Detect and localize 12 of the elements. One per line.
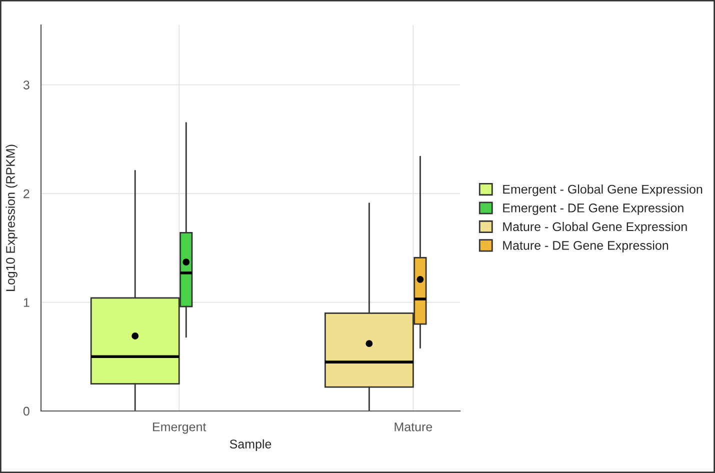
y-tick-label: 1 [24, 298, 30, 307]
y-tick-label: 0 [23, 406, 30, 416]
legend-label: Mature - Global Gene Expression [503, 222, 687, 234]
x-tick-label: Emergent [153, 422, 206, 434]
legend-label: Emergent - Global Gene Expression [503, 184, 702, 196]
x-tick-label: Mature [394, 422, 432, 432]
y-tick-label: 2 [24, 189, 30, 198]
y-tick-label: 3 [23, 80, 30, 90]
legend-label: Mature - DE Gene Expression [503, 240, 668, 252]
x-axis-title: Sample [230, 439, 272, 451]
y-axis-title: Log10 Expression (RPKM) [6, 144, 18, 291]
legend-label: Emergent - DE Gene Expression [503, 203, 684, 215]
